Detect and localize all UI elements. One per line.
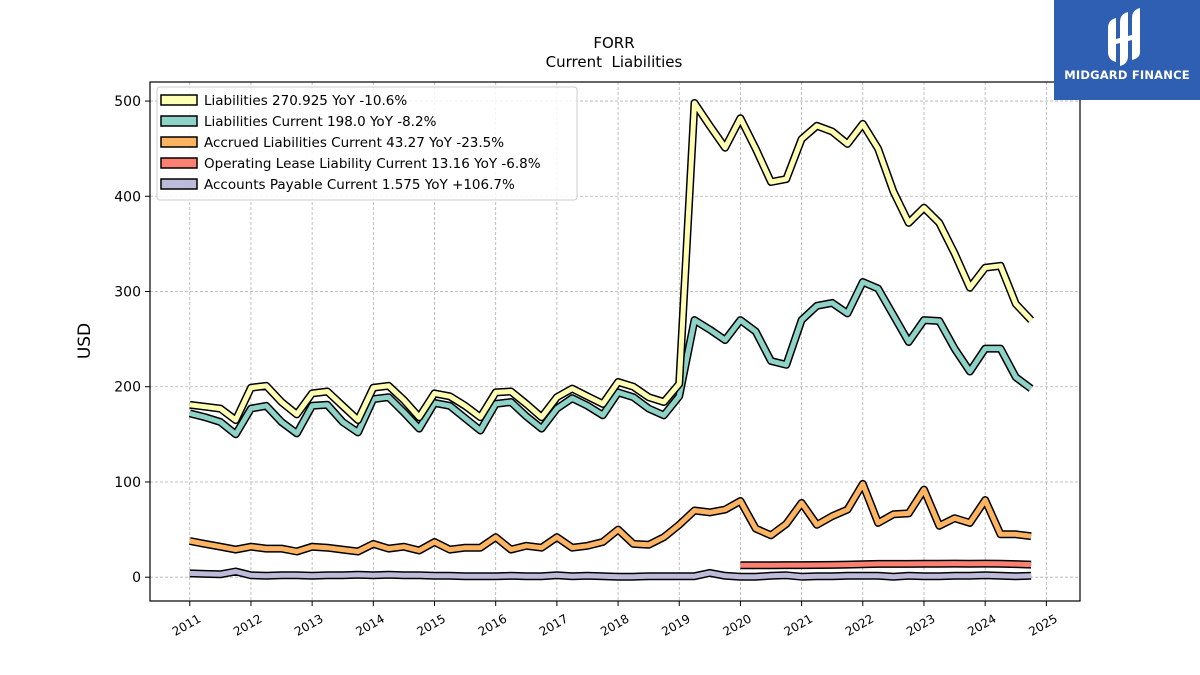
y-tick-label: 100: [114, 475, 141, 491]
x-tick-label: 2014: [353, 611, 386, 638]
x-tick-label: 2023: [904, 611, 937, 638]
series-line: [740, 561, 1032, 568]
series-outline: [188, 278, 1034, 439]
x-tick-label: 2012: [231, 611, 264, 638]
y-tick-label: 500: [114, 94, 141, 110]
plot-frame: [149, 81, 1081, 602]
y-tick-label: 300: [114, 285, 141, 301]
chart-title: FORR: [593, 34, 634, 52]
series-lines: [188, 99, 1035, 581]
brand-logo: MIDGARD FINANCE: [1054, 0, 1200, 100]
series-line: [189, 481, 1032, 554]
x-tick-label: 2015: [415, 611, 448, 638]
x-tick-label: 2025: [1026, 611, 1059, 638]
midgard-logo-icon: [1108, 8, 1140, 66]
legend-label: Accrued Liabilities Current 43.27 YoY -2…: [204, 135, 504, 151]
logo-text: MIDGARD FINANCE: [1064, 68, 1190, 82]
x-tick-label: 2024: [965, 611, 998, 638]
chart-subtitle: Current Liabilities: [546, 53, 683, 71]
legend-label: Operating Lease Liability Current 13.16 …: [204, 156, 541, 172]
series-line: [189, 100, 1033, 423]
x-tick-label: 2021: [782, 611, 815, 638]
x-tick-label: 2022: [843, 611, 876, 638]
y-tick-label: 400: [114, 189, 141, 205]
series-line: [189, 279, 1033, 437]
x-tick-label: 2017: [537, 611, 570, 638]
y-tick-label: 200: [114, 380, 141, 396]
legend-box: [156, 86, 578, 201]
legend-label: Accounts Payable Current 1.575 YoY +106.…: [204, 177, 515, 193]
x-tick-label: 2016: [476, 611, 509, 638]
series-line: [189, 569, 1032, 580]
legend-swatch: [160, 115, 198, 127]
legend-label: Liabilities Current 198.0 YoY -8.2%: [204, 114, 437, 130]
legend-label: Liabilities 270.925 YoY -10.6%: [204, 93, 407, 109]
legend-swatch: [160, 136, 198, 148]
x-tick-label: 2020: [720, 611, 753, 638]
x-tick-label: 2013: [292, 611, 325, 638]
series-outline: [189, 479, 1032, 556]
x-tick-label: 2019: [659, 611, 692, 638]
legend-swatch: [160, 94, 198, 106]
legend-swatch: [160, 157, 198, 169]
legend-swatch: [160, 178, 198, 190]
legend: Liabilities 270.925 YoY -10.6% Liabilitie…: [156, 86, 578, 201]
y-axis-label: USD: [75, 323, 95, 359]
x-tick-label: 2018: [598, 611, 631, 638]
y-tick-label: 0: [132, 570, 141, 586]
x-tick-label: 2011: [170, 611, 203, 638]
